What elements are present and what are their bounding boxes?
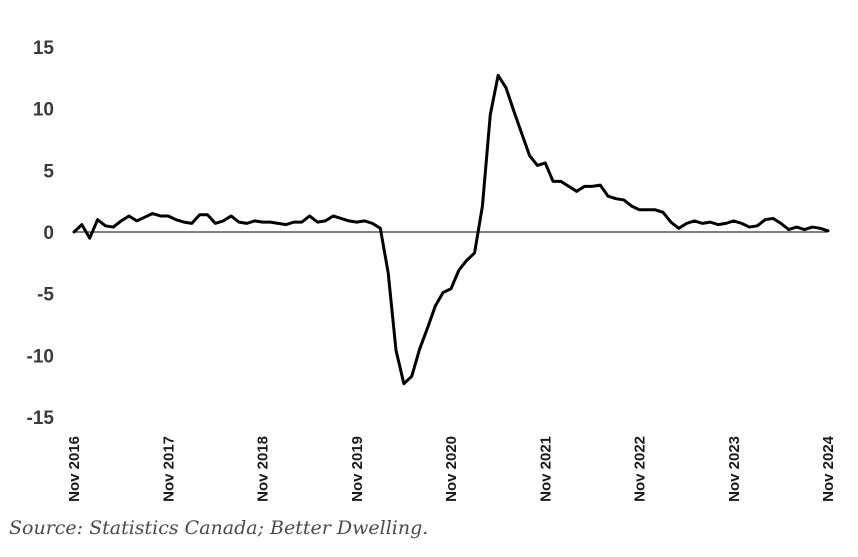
source-note: Source: Statistics Canada; Better Dwelli… (9, 517, 429, 539)
x-tick-label: Nov 2016 (66, 436, 83, 502)
y-tick-label: -5 (37, 285, 54, 306)
y-tick-label: 10 (33, 100, 54, 121)
y-tick-label: 0 (43, 223, 54, 244)
x-tick-label: Nov 2022 (632, 436, 649, 502)
x-tick-label: Nov 2021 (537, 436, 554, 502)
y-axis-tick-labels: 15 10 5 0 -5 -10 -15 (27, 38, 55, 429)
y-tick-label: -10 (27, 346, 54, 367)
x-tick-label: Nov 2023 (726, 436, 743, 502)
x-tick-label: Nov 2017 (160, 436, 177, 502)
y-tick-label: -15 (27, 408, 55, 429)
x-tick-label: Nov 2018 (255, 436, 272, 502)
series-line (72, 73, 830, 386)
x-tick-label: Nov 2019 (349, 436, 366, 502)
x-tick-label: Nov 2024 (820, 435, 837, 502)
y-tick-label: 5 (43, 161, 54, 182)
x-tick-label: Nov 2020 (443, 436, 460, 502)
y-tick-label: 15 (33, 38, 55, 59)
x-axis-tick-labels: Nov 2016 Nov 2017 Nov 2018 Nov 2019 Nov 2020… (66, 435, 837, 502)
